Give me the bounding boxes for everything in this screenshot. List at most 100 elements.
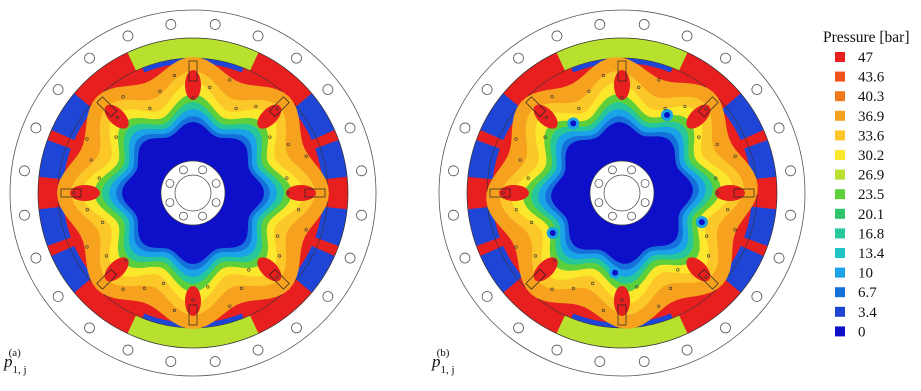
piston-outline xyxy=(697,268,719,290)
hub-hole xyxy=(165,198,175,207)
port-dot xyxy=(72,191,76,195)
port-dot xyxy=(276,234,280,238)
legend-swatch xyxy=(835,169,845,180)
piston-outline xyxy=(525,268,547,290)
port-dot xyxy=(121,287,125,291)
low-pressure-zone xyxy=(51,245,94,293)
port-dot xyxy=(158,89,162,93)
bolt-hole xyxy=(638,19,650,30)
low-pressure-zone xyxy=(315,139,348,180)
low-pressure-zone xyxy=(467,206,500,247)
bolt-hole xyxy=(751,84,763,95)
bolt-hole xyxy=(551,30,563,42)
center-inner xyxy=(174,174,212,212)
legend-value: 10 xyxy=(858,266,873,282)
bolt-hole xyxy=(122,344,134,356)
bolt-hole xyxy=(751,291,763,302)
port-dot xyxy=(304,228,308,232)
piston-outline xyxy=(304,188,326,198)
piston-outline xyxy=(188,304,198,326)
port-dot xyxy=(97,176,101,180)
bolt-hole xyxy=(344,122,356,134)
bolt-hole xyxy=(594,19,606,30)
low-pressure-zone xyxy=(467,139,500,180)
port-dot xyxy=(85,245,89,249)
high-pressure-spot xyxy=(104,257,129,282)
port-dot xyxy=(254,104,258,109)
hub-hole xyxy=(179,165,188,175)
port-dot xyxy=(304,154,308,158)
legend-swatch xyxy=(835,91,845,102)
legend-swatch xyxy=(835,189,845,200)
bolt-hole xyxy=(681,30,693,42)
low-pressure-core xyxy=(698,219,705,226)
legend-swatch xyxy=(835,228,845,239)
high-pressure-spot xyxy=(533,257,558,282)
hub-hole xyxy=(594,179,604,188)
legend-value: 33.6 xyxy=(858,128,885,144)
bolt-hole xyxy=(785,165,796,177)
port-dot xyxy=(601,73,605,78)
port-dot xyxy=(162,281,166,285)
bolt-hole xyxy=(19,165,30,177)
low-pressure-core xyxy=(664,112,670,119)
piston-outline xyxy=(188,60,198,82)
port-dot xyxy=(676,268,680,272)
legend-value: 20.1 xyxy=(858,207,884,223)
port-dot xyxy=(228,304,232,308)
port-dot xyxy=(148,106,152,110)
low-pressure-zone xyxy=(744,206,777,247)
port-dot xyxy=(297,208,301,212)
bolt-hole xyxy=(19,209,30,221)
port-dot xyxy=(277,254,282,258)
port-dot xyxy=(683,104,687,109)
low-pressure-zone xyxy=(38,206,71,247)
legend-swatch xyxy=(835,130,845,141)
pressure-contour-panel-b xyxy=(438,9,806,377)
low-pressure-zone xyxy=(480,245,523,293)
legend-swatch xyxy=(835,208,845,219)
port-dot xyxy=(530,220,534,224)
legend-value: 30.2 xyxy=(858,148,884,164)
port-dot xyxy=(275,275,279,279)
low-pressure-zone xyxy=(292,245,335,293)
bolt-hole xyxy=(481,84,493,95)
low-pressure-zone xyxy=(51,93,94,141)
high-pressure-spot xyxy=(499,185,529,201)
port-dot xyxy=(577,106,581,110)
piston-outline xyxy=(617,60,627,82)
panel-b-label: p1, j(b) xyxy=(431,347,455,376)
piston-outline xyxy=(525,96,547,118)
legend-value: 40.3 xyxy=(858,89,884,105)
port-dot xyxy=(620,96,624,100)
port-dot xyxy=(286,142,290,147)
port-dot xyxy=(543,135,547,139)
high-pressure-spot xyxy=(104,104,129,129)
legend-value: 13.4 xyxy=(858,246,885,262)
high-pressure-spot xyxy=(715,185,745,201)
low-pressure-core xyxy=(570,120,577,127)
port-dot xyxy=(620,298,624,302)
port-dot xyxy=(208,85,212,89)
port-dot xyxy=(550,287,554,291)
bolt-hole xyxy=(681,344,693,356)
legend-swatch xyxy=(835,326,845,337)
port-dot xyxy=(247,268,251,272)
port-dot xyxy=(733,154,737,158)
bolt-hole xyxy=(448,209,459,221)
port-dot xyxy=(571,286,576,290)
bolt-hole xyxy=(252,30,264,42)
high-pressure-spot xyxy=(614,70,630,100)
bolt-hole xyxy=(356,165,367,177)
bolt-hole xyxy=(252,344,264,356)
port-dot xyxy=(706,254,711,258)
port-dot xyxy=(601,308,605,313)
low-pressure-zone xyxy=(721,93,764,141)
port-dot xyxy=(514,245,518,249)
legend-swatch xyxy=(835,306,845,317)
low-pressure-zone xyxy=(315,206,348,247)
port-dot xyxy=(587,89,591,93)
bolt-hole xyxy=(322,84,334,95)
legend-swatch xyxy=(835,71,845,82)
